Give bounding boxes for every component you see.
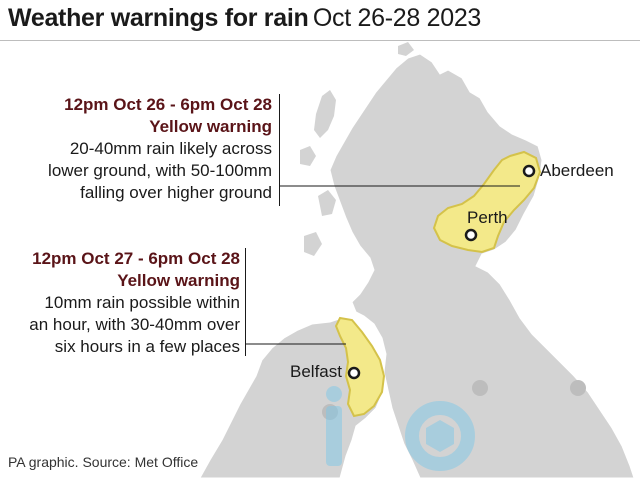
scotland-landmass: [329, 53, 635, 478]
warning-time: 12pm Oct 26 - 6pm Oct 28: [64, 95, 272, 114]
title-divider: [0, 40, 640, 41]
warning-level: Yellow warning: [117, 271, 240, 290]
callout-bar-1: [279, 94, 280, 206]
island-small-3: [304, 232, 322, 256]
city-label-perth: Perth: [467, 208, 508, 227]
warning-level: Yellow warning: [149, 117, 272, 136]
belfast-marker: [347, 366, 361, 380]
warning-time: 12pm Oct 27 - 6pm Oct 28: [32, 249, 240, 268]
warning-desc-line: an hour, with 30-40mm over: [29, 315, 240, 334]
title-main: Weather warnings for rain: [8, 4, 309, 32]
warning-desc-line: 10mm rain possible within: [44, 293, 240, 312]
western-isles: [314, 90, 336, 138]
city-dot-1: [472, 380, 488, 396]
watermark-logo: [326, 386, 475, 471]
warning-area-northern-ireland: [334, 316, 386, 418]
warning-callout-scotland: 12pm Oct 26 - 6pm Oct 28 Yellow warning …: [0, 94, 272, 204]
perth-marker: [464, 228, 478, 242]
island-small-1: [300, 146, 316, 166]
island-small-2: [318, 190, 336, 216]
city-label-belfast: Belfast: [290, 362, 342, 381]
warning-desc-line: lower ground, with 50-100mm: [48, 161, 272, 180]
warning-desc-line: 20-40mm rain likely across: [69, 139, 272, 158]
title-dates: Oct 26-28 2023: [312, 4, 482, 32]
city-label-aberdeen: Aberdeen: [540, 161, 614, 180]
source-credit: PA graphic. Source: Met Office: [8, 454, 199, 470]
callout-bar-2: [245, 248, 246, 356]
orkney: [398, 42, 414, 56]
warning-callout-northern-ireland: 12pm Oct 27 - 6pm Oct 28 Yellow warning …: [0, 248, 240, 358]
aberdeen-marker: [522, 164, 536, 178]
warning-area-scotland: [432, 150, 542, 254]
warning-desc-line: falling over higher ground: [80, 183, 272, 202]
map-title: Weather warnings for rain Oct 26-28 2023: [8, 4, 481, 36]
warning-desc-line: six hours in a few places: [54, 337, 240, 356]
city-dot-2: [570, 380, 586, 396]
